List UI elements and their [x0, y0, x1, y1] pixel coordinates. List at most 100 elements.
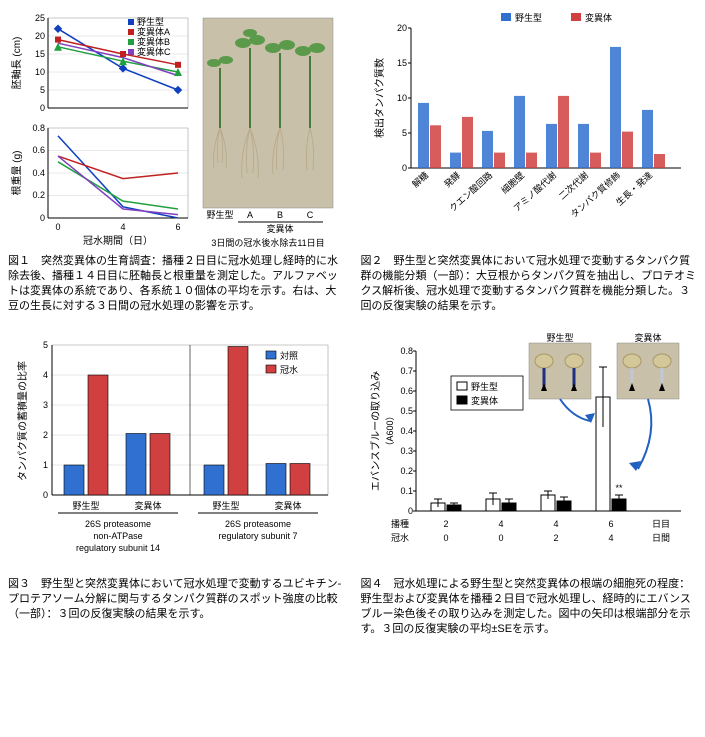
- fig2-svg: 05 1015 20 検出タンパク質数 野生型 変異体 解糖発酵クエン酸回路細胞…: [361, 8, 691, 248]
- svg-text:変異体B: 変異体B: [137, 36, 170, 47]
- svg-text:0: 0: [43, 490, 48, 500]
- svg-text:野生型: 野生型: [546, 332, 573, 343]
- svg-text:変異体C: 変異体C: [137, 46, 171, 57]
- svg-text:変異体: 変異体: [471, 395, 498, 406]
- figure-1: 05 1015 2025 胚軸長 (cm) 野生型 変異体A 変異体B 変異体C: [8, 8, 345, 313]
- svg-text:0.6: 0.6: [400, 386, 413, 396]
- fig1-top-ylabel: 胚軸長 (cm): [10, 37, 23, 90]
- svg-text:変異体A: 変異体A: [137, 26, 170, 37]
- svg-text:5: 5: [43, 340, 48, 350]
- svg-text:0.2: 0.2: [32, 190, 45, 200]
- svg-text:2: 2: [443, 519, 448, 529]
- svg-text:A: A: [247, 210, 253, 220]
- svg-text:野生型: 野生型: [212, 500, 239, 511]
- figure-3: 0 1 2 3 4 5 タンパク質の蓄積量の比率 対照 冠水 野生型 変異体 野生型 変…: [8, 331, 345, 636]
- fig1-caption: 図１ 突然変異体の生育調査：播種２日目に冠水処理し経時的に水除去後、播種１４日目…: [8, 254, 345, 313]
- figure-4: 0 0.1 0.2 0.3 0.4 0.5 0.6 0.7 0.8 エバンスブルーの取り込み （…: [361, 331, 698, 636]
- svg-text:冠水: 冠水: [280, 364, 298, 375]
- svg-text:4: 4: [608, 533, 613, 543]
- svg-text:0: 0: [498, 533, 503, 543]
- svg-text:20: 20: [396, 23, 406, 33]
- fig3-caption: 図３ 野生型と突然変異体において冠水処理で変動するユビキチン-プロテアソーム分解…: [8, 577, 345, 622]
- svg-text:B: B: [277, 210, 283, 220]
- fig4-ylabel: エバンスブルーの取り込み: [369, 371, 382, 491]
- svg-text:野生型: 野生型: [515, 12, 542, 23]
- svg-text:4: 4: [553, 519, 558, 529]
- svg-text:15: 15: [35, 49, 45, 59]
- svg-text:変異体: 変異体: [266, 223, 293, 234]
- svg-text:10: 10: [35, 67, 45, 77]
- svg-text:播種: 播種: [390, 518, 408, 529]
- svg-text:0.6: 0.6: [32, 145, 45, 155]
- svg-text:変異体: 変異体: [634, 332, 661, 343]
- svg-text:5: 5: [40, 85, 45, 95]
- svg-text:0.7: 0.7: [400, 366, 413, 376]
- svg-text:0: 0: [55, 222, 60, 232]
- fig4-photo-wt: 野生型: [529, 332, 595, 423]
- svg-text:野生型: 野生型: [72, 500, 99, 511]
- svg-text:発酵: 発酵: [441, 169, 462, 189]
- svg-text:0: 0: [407, 506, 412, 516]
- fig2-legend: 野生型 変異体: [501, 12, 612, 23]
- fig3-ylabel: タンパク質の蓄積量の比率: [16, 361, 29, 481]
- svg-text:20: 20: [35, 31, 45, 41]
- svg-text:0.4: 0.4: [400, 426, 413, 436]
- svg-text:1: 1: [43, 460, 48, 470]
- svg-text:0.8: 0.8: [400, 346, 413, 356]
- fig1-bot-ylabel: 根重量 (g): [10, 151, 23, 196]
- svg-text:5: 5: [401, 128, 406, 138]
- svg-text:冠水: 冠水: [390, 532, 408, 543]
- svg-text:日目: 日目: [651, 519, 669, 529]
- svg-text:0: 0: [443, 533, 448, 543]
- svg-text:日間: 日間: [651, 533, 669, 543]
- svg-text:3: 3: [43, 400, 48, 410]
- svg-text:non-ATPase: non-ATPase: [93, 531, 142, 541]
- svg-text:15: 15: [396, 58, 406, 68]
- svg-text:変異体: 変異体: [134, 500, 161, 511]
- svg-text:4: 4: [120, 222, 125, 232]
- svg-text:変異体: 変異体: [274, 500, 301, 511]
- svg-text:4: 4: [498, 519, 503, 529]
- svg-text:0: 0: [40, 213, 45, 223]
- svg-text:6: 6: [608, 519, 613, 529]
- svg-text:4: 4: [43, 370, 48, 380]
- svg-text:0.4: 0.4: [32, 168, 45, 178]
- fig2-ylabel: 検出タンパク質数: [373, 58, 386, 138]
- fig2-caption: 図２ 野生型と突然変異体において冠水処理で変動するタンパク質群の機能分類（一部）…: [361, 254, 698, 313]
- svg-text:解糖: 解糖: [409, 169, 430, 189]
- fig4-photo-mut: 変異体: [617, 332, 679, 471]
- svg-text:野生型: 野生型: [137, 16, 164, 27]
- svg-text:0.2: 0.2: [400, 466, 413, 476]
- fig1-photo-caption: 3日間の冠水後水除去11日目: [211, 237, 324, 248]
- svg-text:野生型: 野生型: [206, 209, 233, 220]
- svg-text:0.8: 0.8: [32, 123, 45, 133]
- svg-text:C: C: [307, 210, 314, 220]
- svg-text:野生型: 野生型: [471, 381, 498, 392]
- fig4-legend: 野生型 変異体: [451, 376, 523, 410]
- svg-text:0: 0: [401, 163, 406, 173]
- svg-text:6: 6: [175, 222, 180, 232]
- figure-2: 05 1015 20 検出タンパク質数 野生型 変異体 解糖発酵クエン酸回路細胞…: [361, 8, 698, 313]
- svg-text:2: 2: [553, 533, 558, 543]
- svg-text:10: 10: [396, 93, 406, 103]
- svg-text:細胞壁: 細胞壁: [498, 169, 525, 195]
- svg-text:0.3: 0.3: [400, 446, 413, 456]
- svg-text:regulatory subunit 14: regulatory subunit 14: [76, 543, 160, 553]
- svg-text:対照: 対照: [280, 350, 298, 361]
- svg-text:0.5: 0.5: [400, 406, 413, 416]
- svg-text:regulatory subunit 7: regulatory subunit 7: [218, 531, 297, 541]
- svg-text:0: 0: [40, 103, 45, 113]
- fig4-caption: 図４ 冠水処理による野生型と突然変異体の根端の細胞死の程度：野生型および変異体を…: [361, 577, 698, 636]
- svg-text:0.1: 0.1: [400, 486, 413, 496]
- svg-text:2: 2: [43, 430, 48, 440]
- fig1-xlabel: 冠水期間（日）: [83, 235, 153, 247]
- svg-text:変異体: 変異体: [585, 12, 612, 23]
- fig4-svg: 0 0.1 0.2 0.3 0.4 0.5 0.6 0.7 0.8 エバンスブルーの取り込み （…: [361, 331, 691, 571]
- fig3-svg: 0 1 2 3 4 5 タンパク質の蓄積量の比率 対照 冠水 野生型 変異体 野生型 変…: [8, 331, 338, 571]
- svg-text:26S proteasome: 26S proteasome: [85, 519, 151, 529]
- svg-text:26S proteasome: 26S proteasome: [225, 519, 291, 529]
- fig1-svg: 05 1015 2025 胚軸長 (cm) 野生型 変異体A 変異体B 変異体C: [8, 8, 338, 248]
- svg-text:**: **: [615, 483, 623, 493]
- svg-text:25: 25: [35, 13, 45, 23]
- svg-text:（A600）: （A600）: [385, 412, 395, 451]
